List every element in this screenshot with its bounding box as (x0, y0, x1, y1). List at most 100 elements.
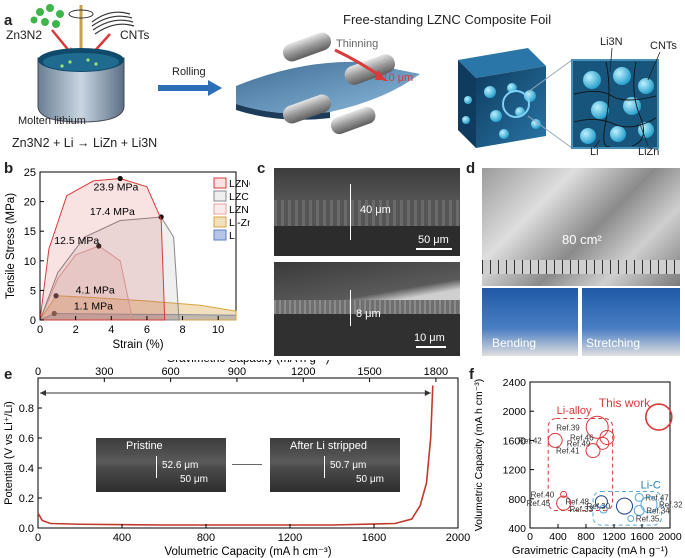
xtick-label-10: 10 (212, 324, 224, 336)
xtick-label-1200: 1200 (602, 531, 626, 543)
inset-after-stripped: After Li stripped 50.7 μm 50 μm (270, 438, 400, 492)
legend-swatch-lznc (213, 177, 227, 189)
legend-swatch-li (213, 229, 227, 241)
ytick-label-1600: 1600 (503, 435, 527, 447)
annotation-li-zn: 4.1 MPa (76, 285, 115, 297)
point-ref-35 (627, 515, 635, 523)
point-label-ref-39: Ref.39 (556, 423, 580, 432)
xtick-label-8: 8 (179, 324, 185, 336)
point-label-ref-35: Ref.35 (636, 515, 660, 524)
point-ref-41 (585, 443, 601, 459)
thickness-40: 40 μm (360, 204, 391, 216)
inset-arrow (232, 464, 262, 465)
series-lzc (39, 216, 180, 321)
xtick-label-800: 800 (577, 531, 595, 543)
legend-swatch-lzn (213, 203, 227, 215)
li-c-label: Li-C (641, 480, 661, 492)
xtick-label-1600: 1600 (630, 531, 654, 543)
ytick-label-5: 5 (30, 285, 36, 297)
lizn-label: LiZn (638, 146, 660, 158)
li-alloy-region (547, 418, 614, 511)
scale-50: 50 μm (418, 234, 449, 246)
legend-label-li: Li (229, 230, 237, 242)
point-label-ref-34: Ref.34 (646, 506, 670, 515)
x2tick-label-600: 600 (161, 366, 179, 378)
ytick-label-0.2: 0.2 (19, 493, 34, 505)
potential-curve (37, 385, 434, 526)
xtick-label-2000: 2000 (446, 532, 470, 544)
rolling-label: Rolling (172, 66, 206, 78)
pristine-label: Pristine (126, 440, 163, 452)
foil-photo: 80 cm² (482, 168, 680, 286)
point-label-ref-45: Ref.45 (527, 499, 551, 508)
legend-label-lzc: LZC (229, 191, 249, 203)
annotation-lznc: 23.9 MPa (93, 182, 138, 194)
panel-label-d: d (466, 160, 476, 177)
after-thickness: 50.7 μm (330, 460, 367, 471)
li-label: Li (590, 146, 599, 158)
ytick-label-2400: 2400 (503, 377, 527, 389)
x2tick-label-0: 0 (35, 366, 41, 378)
arrow-right-head (424, 390, 431, 396)
annotation-li: 1.1 MPa (74, 300, 113, 312)
ytick-label-0.6: 0.6 (19, 433, 34, 445)
ytick-label-800: 800 (508, 494, 526, 506)
ytick-label-0: 0 (30, 315, 36, 327)
bending-photo: Bending (482, 288, 578, 356)
point-ref-40 (560, 490, 568, 498)
ytick-label-0.4: 0.4 (19, 463, 34, 475)
point-label-ref-49: Ref.49 (567, 439, 591, 448)
sem-image-8um: 8 μm 10 μm (274, 262, 460, 356)
annotation-lzc: 17.4 MPa (90, 206, 135, 218)
arrow-left-head (40, 390, 46, 396)
point-label-ref-30: Ref.30 (587, 502, 611, 511)
xtick-label-2: 2 (73, 324, 79, 336)
x-axis-label: Strain (%) (112, 339, 163, 351)
point-label-ref-47: Ref.47 (645, 493, 669, 502)
thickness-label: <10 μm (376, 72, 414, 84)
chart-f-frame (529, 381, 671, 529)
point-ref-33 (599, 504, 608, 514)
stress-strain-chart: 0 2 4 6 8 10 0 5 10 15 20 25 Strain (%) Tensile Stres… (5, 167, 250, 351)
series-lznc (39, 178, 166, 321)
xtick-label-800: 800 (197, 532, 215, 544)
sem-image-40um: 40 μm 50 μm (274, 168, 460, 256)
xtick-label-0: 0 (527, 531, 533, 543)
thickness-8: 8 μm (356, 308, 381, 320)
point-label-ref-40: Ref.40 (531, 490, 555, 499)
xtick-label-1200: 1200 (278, 532, 302, 544)
thinning-label: Thinning (336, 38, 379, 50)
panel-label-a: a (4, 12, 13, 29)
ytick-label-10: 10 (24, 256, 36, 268)
point-label-ref-33: Ref.33 (570, 505, 594, 514)
point-ref-39 (585, 415, 609, 439)
point-label-this-work: This work (599, 396, 651, 410)
x2tick-label-1200: 1200 (291, 366, 315, 378)
xtick-label-4: 4 (108, 324, 114, 336)
x2-axis-label: Gravimetric Capacity (mA h g⁻¹) (166, 360, 329, 365)
point-label-ref-48: Ref.48 (565, 498, 589, 507)
molten-lithium-label: Molten lithium (18, 115, 86, 127)
xtick-label-0: 0 (35, 532, 41, 544)
stretching-label: Stretching (586, 336, 641, 350)
foil-title: Free-standing LZNC Composite Foil (343, 12, 552, 27)
point-this-work (645, 403, 673, 431)
legend-swatch-lzc (213, 190, 227, 202)
chart-e-frame (37, 377, 459, 529)
ytick-label-25: 25 (24, 167, 36, 179)
x2tick-label-1800: 1800 (424, 366, 448, 378)
point-ref-42 (547, 432, 563, 448)
legend-label-lzn: LZN (229, 204, 249, 216)
panel-label-b: b (4, 160, 14, 177)
zn3n2-label: Zn3N2 (6, 28, 43, 42)
cnts-right-label: CNTs (650, 40, 677, 52)
x-axis-label: Volumetric Capacity (mA h cm⁻³) (164, 546, 331, 558)
panel-label-f: f (469, 366, 474, 383)
point-ref-47 (634, 492, 644, 502)
point-label-ref-46: Ref.46 (570, 433, 594, 442)
xtick-label-0: 0 (37, 324, 43, 336)
peak-lznc (117, 175, 123, 182)
ytick-label-0.0: 0.0 (19, 523, 34, 535)
ytick-label-20: 20 (24, 197, 36, 209)
x2tick-label-1500: 1500 (357, 366, 381, 378)
